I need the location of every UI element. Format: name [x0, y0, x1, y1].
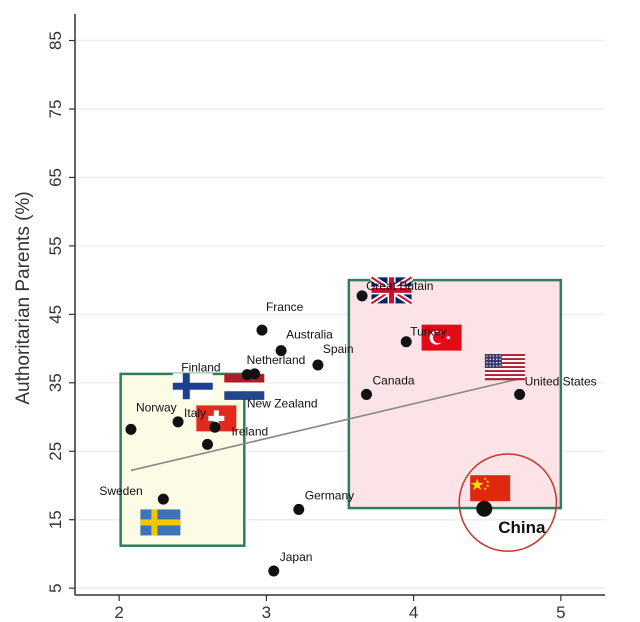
x-tick-label-3: 3 [262, 603, 271, 622]
label-turkey: Turkey [410, 325, 446, 339]
highlight-circle [458, 453, 558, 552]
point-ireland [202, 438, 213, 450]
y-tick-label-45: 45 [46, 305, 65, 324]
point-labels: Norway Italy Finland Ireland New Zealand Swed… [99, 279, 596, 564]
axes [74, 14, 605, 596]
label-japan: Japan [280, 550, 313, 564]
label-italy: Italy [184, 406, 206, 420]
sweden-flag-icon [140, 509, 181, 536]
point-norway [125, 423, 137, 435]
label-sweden: Sweden [99, 484, 142, 498]
x-tick-label-5: 5 [556, 603, 565, 622]
y-tick-label-65: 65 [46, 168, 65, 187]
y-tick-label-75: 75 [46, 100, 65, 119]
trend-line-segment [130, 377, 520, 472]
label-france: France [266, 300, 304, 314]
x-tick-labels: 2 3 4 5 [114, 595, 566, 622]
y-tick-labels: 5 15 25 35 45 55 65 75 85 [46, 31, 75, 593]
point-great-britain [356, 290, 368, 302]
y-tick-label-25: 25 [46, 442, 65, 461]
point-canada [361, 388, 372, 400]
turkey-flag-icon [421, 324, 462, 351]
label-great-britain: Great Britain [366, 279, 433, 293]
label-canada: Canada [373, 373, 415, 387]
y-axis-label: Authoritarian Parents (%) [13, 191, 34, 404]
data-points [125, 290, 526, 577]
label-norway: Norway [136, 400, 177, 414]
china-highlight-circle [458, 453, 558, 552]
y-tick-label-55: 55 [46, 236, 65, 255]
label-china: China [498, 518, 546, 537]
point-netherland [249, 368, 261, 380]
x-tick-label-2: 2 [114, 603, 123, 622]
x-tick-label-4: 4 [409, 603, 418, 622]
label-australia: Australia [286, 328, 333, 342]
label-new-zealand: New Zealand [247, 396, 318, 410]
china-flag-icon [470, 475, 511, 502]
y-tick-label-5: 5 [46, 583, 65, 592]
flags [140, 274, 525, 536]
great-britain-flag-icon [369, 274, 414, 306]
point-japan [268, 565, 280, 577]
point-sweden [157, 493, 169, 505]
point-china [476, 500, 493, 517]
label-spain: Spain [323, 342, 354, 356]
point-italy [172, 416, 184, 428]
united-states-flag-icon [484, 354, 525, 381]
point-new-zealand [209, 421, 221, 433]
label-finland: Finland [181, 361, 220, 375]
point-united-states [514, 388, 526, 400]
point-france [256, 324, 268, 336]
label-ireland: Ireland [232, 424, 269, 438]
y-tick-label-15: 15 [46, 510, 65, 529]
trend-line [130, 377, 520, 472]
point-spain [312, 359, 324, 371]
point-turkey [400, 336, 412, 348]
label-germany: Germany [305, 488, 354, 502]
point-australia [275, 345, 287, 357]
label-netherland: Netherland [247, 353, 306, 367]
finland-flag-icon [172, 373, 213, 400]
point-germany [293, 503, 305, 515]
label-united-states: United States [525, 374, 597, 388]
y-tick-label-35: 35 [46, 373, 65, 392]
y-tick-label-85: 85 [46, 31, 65, 50]
